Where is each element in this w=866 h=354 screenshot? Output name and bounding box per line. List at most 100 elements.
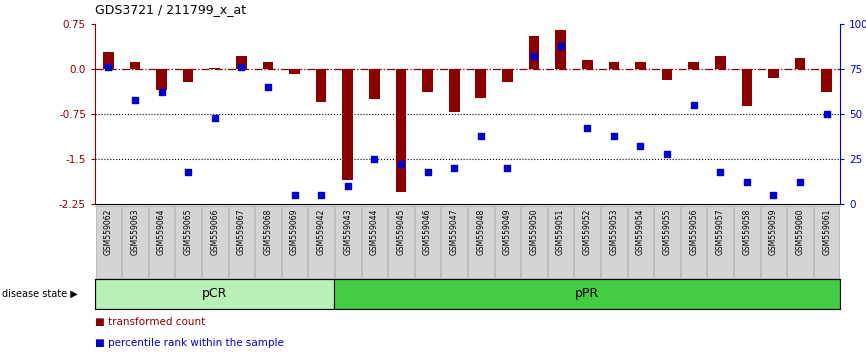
- Text: GSM559056: GSM559056: [689, 209, 698, 255]
- Point: [341, 183, 355, 189]
- Point: [447, 165, 461, 171]
- Bar: [130, 62, 140, 69]
- Point: [288, 192, 301, 198]
- Text: GSM559048: GSM559048: [476, 209, 485, 255]
- Text: GSM559065: GSM559065: [184, 209, 192, 255]
- Text: GSM559044: GSM559044: [370, 209, 379, 255]
- Bar: [821, 69, 832, 92]
- FancyBboxPatch shape: [149, 206, 174, 278]
- Text: GSM559054: GSM559054: [636, 209, 645, 255]
- Text: GSM559064: GSM559064: [157, 209, 166, 255]
- FancyBboxPatch shape: [255, 206, 281, 278]
- FancyBboxPatch shape: [95, 279, 334, 309]
- Point: [820, 111, 834, 117]
- Text: GSM559062: GSM559062: [104, 209, 113, 255]
- FancyBboxPatch shape: [574, 206, 600, 278]
- FancyBboxPatch shape: [760, 206, 786, 278]
- Bar: [156, 69, 167, 90]
- Point: [314, 192, 328, 198]
- FancyBboxPatch shape: [388, 206, 414, 278]
- Bar: [741, 69, 753, 106]
- Point: [553, 43, 567, 48]
- Bar: [342, 69, 353, 180]
- Bar: [795, 58, 805, 69]
- Bar: [635, 62, 646, 69]
- Bar: [423, 69, 433, 92]
- Text: GSM559066: GSM559066: [210, 209, 219, 255]
- Text: GSM559055: GSM559055: [662, 209, 671, 255]
- Bar: [103, 52, 113, 69]
- Bar: [449, 69, 460, 112]
- Point: [421, 169, 435, 175]
- Point: [235, 64, 249, 70]
- FancyBboxPatch shape: [122, 206, 148, 278]
- Bar: [582, 60, 592, 69]
- Bar: [369, 69, 379, 99]
- FancyBboxPatch shape: [521, 206, 546, 278]
- Text: GSM559069: GSM559069: [290, 209, 299, 255]
- Point: [261, 84, 275, 90]
- Bar: [609, 62, 619, 69]
- Point: [687, 102, 701, 108]
- Text: GSM559067: GSM559067: [236, 209, 246, 255]
- Text: GSM559058: GSM559058: [742, 209, 752, 255]
- Bar: [316, 69, 326, 102]
- Bar: [475, 69, 486, 98]
- Point: [394, 161, 408, 167]
- Point: [208, 115, 222, 120]
- FancyBboxPatch shape: [334, 279, 840, 309]
- Text: GSM559049: GSM559049: [503, 209, 512, 255]
- FancyBboxPatch shape: [95, 206, 121, 278]
- Text: disease state ▶: disease state ▶: [2, 289, 77, 299]
- Text: GSM559045: GSM559045: [397, 209, 405, 255]
- Point: [580, 126, 594, 131]
- Point: [155, 90, 169, 95]
- Bar: [502, 69, 513, 82]
- Point: [714, 169, 727, 175]
- Bar: [210, 68, 220, 69]
- Point: [527, 53, 541, 59]
- Point: [101, 64, 115, 70]
- Point: [766, 192, 780, 198]
- Text: GSM559059: GSM559059: [769, 209, 778, 255]
- Text: GSM559057: GSM559057: [716, 209, 725, 255]
- FancyBboxPatch shape: [175, 206, 201, 278]
- FancyBboxPatch shape: [548, 206, 573, 278]
- FancyBboxPatch shape: [202, 206, 228, 278]
- Text: GSM559052: GSM559052: [583, 209, 591, 255]
- Text: GSM559061: GSM559061: [822, 209, 831, 255]
- FancyBboxPatch shape: [628, 206, 653, 278]
- Bar: [662, 69, 672, 80]
- Text: GSM559063: GSM559063: [131, 209, 139, 255]
- Text: ■ percentile rank within the sample: ■ percentile rank within the sample: [95, 338, 284, 348]
- Text: GSM559043: GSM559043: [343, 209, 352, 255]
- Point: [128, 97, 142, 102]
- Bar: [768, 69, 779, 78]
- Point: [474, 133, 488, 138]
- FancyBboxPatch shape: [814, 206, 839, 278]
- Text: pCR: pCR: [202, 287, 228, 301]
- FancyBboxPatch shape: [708, 206, 733, 278]
- Text: GSM559046: GSM559046: [423, 209, 432, 255]
- Point: [634, 144, 648, 149]
- Text: ■ transformed count: ■ transformed count: [95, 316, 205, 327]
- Text: GSM559068: GSM559068: [263, 209, 273, 255]
- Bar: [396, 69, 406, 192]
- Bar: [688, 62, 699, 69]
- Point: [660, 151, 674, 156]
- FancyBboxPatch shape: [734, 206, 759, 278]
- FancyBboxPatch shape: [494, 206, 520, 278]
- Text: GSM559050: GSM559050: [529, 209, 539, 255]
- FancyBboxPatch shape: [655, 206, 680, 278]
- Text: pPR: pPR: [575, 287, 599, 301]
- FancyBboxPatch shape: [787, 206, 813, 278]
- Point: [181, 169, 195, 175]
- FancyBboxPatch shape: [335, 206, 360, 278]
- FancyBboxPatch shape: [415, 206, 440, 278]
- Bar: [555, 30, 566, 69]
- Bar: [262, 62, 274, 69]
- FancyBboxPatch shape: [442, 206, 467, 278]
- Bar: [183, 69, 193, 82]
- Text: GDS3721 / 211799_x_at: GDS3721 / 211799_x_at: [95, 3, 246, 16]
- Point: [793, 179, 807, 185]
